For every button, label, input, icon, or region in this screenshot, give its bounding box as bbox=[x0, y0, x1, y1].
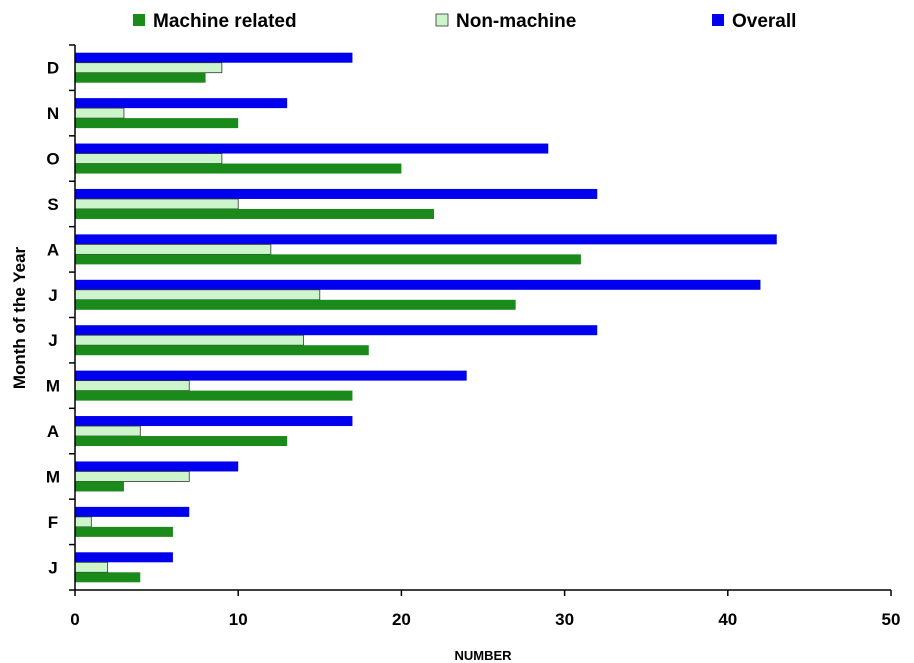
bar-overall-3 bbox=[75, 461, 239, 472]
legend-label: Machine related bbox=[153, 11, 297, 32]
legend-swatch bbox=[435, 13, 449, 27]
bar-non-machine-1 bbox=[74, 561, 109, 573]
bar-non-machine-5 bbox=[74, 380, 190, 392]
bar-overall-1 bbox=[75, 552, 173, 563]
bar-overall-12 bbox=[75, 52, 353, 63]
y-category-label: A bbox=[47, 422, 59, 441]
bar-machine-related-6 bbox=[75, 345, 369, 356]
x-tick-label: 0 bbox=[70, 610, 79, 629]
bar-overall-5 bbox=[75, 370, 467, 381]
y-category-label: J bbox=[48, 331, 57, 350]
bar-machine-related-7 bbox=[75, 299, 516, 310]
y-category-label: O bbox=[46, 150, 59, 169]
legend-label: Non-machine bbox=[456, 11, 576, 32]
bar-non-machine-7 bbox=[74, 289, 321, 301]
bar-machine-related-3 bbox=[75, 481, 124, 492]
bar-overall-7 bbox=[75, 279, 761, 290]
bar-overall-8 bbox=[75, 234, 777, 245]
bar-non-machine-2 bbox=[74, 516, 92, 528]
bar-machine-related-9 bbox=[75, 208, 435, 219]
x-tick-label: 10 bbox=[229, 610, 248, 629]
x-tick-label: 50 bbox=[882, 610, 901, 629]
bar-overall-2 bbox=[75, 506, 190, 517]
bar-machine-related-1 bbox=[75, 572, 141, 583]
y-category-label: M bbox=[46, 467, 60, 486]
bars-group bbox=[74, 52, 777, 583]
bar-non-machine-3 bbox=[74, 471, 190, 482]
bar-non-machine-6 bbox=[74, 334, 304, 346]
legend-swatch bbox=[712, 14, 724, 26]
bar-overall-4 bbox=[75, 416, 353, 427]
bar-machine-related-5 bbox=[75, 390, 353, 401]
bar-machine-related-12 bbox=[75, 72, 206, 83]
legend: Machine related Non-machine Overall bbox=[133, 11, 796, 32]
y-axis-title: Month of the Year bbox=[10, 246, 29, 389]
bar-non-machine-10 bbox=[74, 153, 223, 164]
bar-machine-related-10 bbox=[75, 163, 402, 174]
bar-overall-10 bbox=[75, 143, 549, 154]
y-category-label: J bbox=[48, 286, 57, 305]
y-category-label: D bbox=[47, 59, 59, 78]
y-category-label: M bbox=[46, 377, 60, 396]
bar-non-machine-11 bbox=[74, 107, 125, 119]
x-tick-label: 20 bbox=[392, 610, 411, 629]
bar-non-machine-9 bbox=[74, 198, 239, 210]
x-ticks-group: 0 10 20 30 40 50 bbox=[70, 590, 900, 629]
bar-machine-related-2 bbox=[75, 526, 173, 537]
bar-overall-9 bbox=[75, 188, 598, 199]
bar-overall-6 bbox=[75, 325, 598, 336]
bar-non-machine-8 bbox=[74, 243, 272, 255]
bar-machine-related-8 bbox=[75, 254, 581, 265]
x-tick-label: 30 bbox=[555, 610, 574, 629]
y-categories-group: J F M A M J J A S O N D bbox=[46, 44, 75, 591]
legend-label: Overall bbox=[732, 11, 796, 32]
bar-machine-related-11 bbox=[75, 118, 239, 129]
bar-non-machine-4 bbox=[74, 425, 141, 437]
y-category-label: A bbox=[47, 240, 59, 259]
bar-non-machine-12 bbox=[74, 62, 223, 74]
legend-swatch bbox=[133, 14, 145, 26]
y-category-label: N bbox=[47, 104, 59, 123]
bar-overall-11 bbox=[75, 98, 288, 109]
y-category-label: J bbox=[48, 558, 57, 577]
y-category-label: F bbox=[48, 513, 58, 532]
x-axis-title: NUMBER bbox=[454, 648, 512, 663]
bar-machine-related-4 bbox=[75, 436, 288, 447]
x-tick-label: 40 bbox=[718, 610, 737, 629]
y-category-label: S bbox=[47, 195, 58, 214]
